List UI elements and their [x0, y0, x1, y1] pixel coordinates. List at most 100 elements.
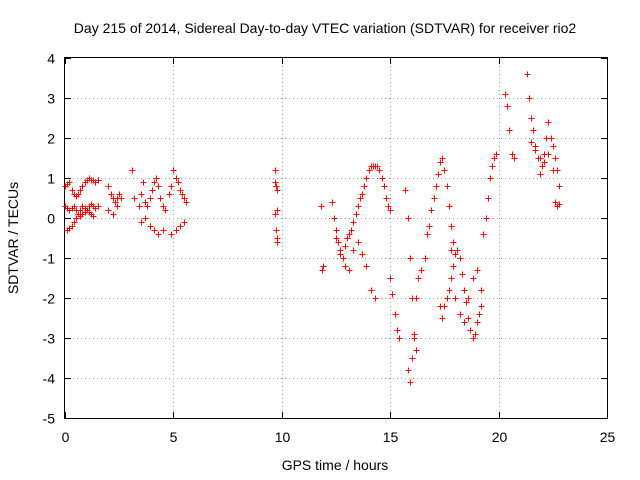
y-tick-labels: -5 -4 -3 -2 -1 0 1 2 3 4 — [43, 51, 56, 427]
data-point — [376, 167, 383, 174]
data-point — [319, 267, 326, 274]
data-point — [273, 227, 280, 234]
data-point — [348, 227, 355, 234]
data-point — [318, 203, 325, 210]
y-axis-label: SDTVAR / TECUs — [5, 182, 21, 294]
data-point — [379, 175, 386, 182]
data-point — [77, 187, 84, 194]
data-point — [405, 215, 412, 222]
data-point — [357, 195, 364, 202]
data-point — [383, 195, 390, 202]
data-point — [110, 211, 117, 218]
data-point — [446, 287, 453, 294]
data-point — [138, 191, 145, 198]
data-point — [140, 179, 147, 186]
data-point — [411, 335, 418, 342]
data-point — [465, 315, 472, 322]
data-point — [428, 207, 435, 214]
data-point — [173, 175, 180, 182]
data-point — [439, 315, 446, 322]
data-point — [363, 263, 370, 270]
data-point — [333, 235, 340, 242]
data-point — [454, 247, 461, 254]
data-point — [272, 179, 279, 186]
data-point — [168, 183, 175, 190]
data-point — [105, 183, 112, 190]
data-point — [350, 247, 357, 254]
data-point — [274, 239, 281, 246]
data-point — [389, 291, 396, 298]
data-point — [75, 191, 82, 198]
data-point — [530, 127, 537, 134]
data-point — [487, 175, 494, 182]
data-point — [90, 213, 97, 220]
data-point — [509, 151, 516, 158]
data-point — [346, 231, 353, 238]
data-point — [179, 191, 186, 198]
data-point — [131, 195, 138, 202]
data-point — [151, 227, 158, 234]
data-point — [155, 183, 162, 190]
data-point — [433, 183, 440, 190]
x-tick-label: 20 — [492, 429, 508, 445]
y-tick-label: 4 — [47, 51, 55, 67]
data-point — [422, 255, 429, 262]
data-point — [274, 207, 281, 214]
data-point — [381, 183, 388, 190]
data-point — [353, 211, 360, 218]
data-point — [274, 187, 281, 194]
data-point — [136, 203, 143, 210]
data-point — [333, 227, 340, 234]
chart-title: Day 215 of 2014, Sidereal Day-to-day VTE… — [74, 20, 577, 36]
data-point — [552, 199, 559, 206]
data-point — [118, 195, 125, 202]
data-point — [396, 335, 403, 342]
data-point — [441, 303, 448, 310]
data-point — [532, 147, 539, 154]
data-point — [424, 231, 431, 238]
data-point — [556, 201, 563, 208]
x-tick-label: 15 — [383, 429, 399, 445]
data-point — [335, 239, 342, 246]
data-point — [452, 295, 459, 302]
data-point — [147, 195, 154, 202]
data-point — [470, 335, 477, 342]
data-point — [66, 179, 73, 186]
data-point — [116, 191, 123, 198]
data-point — [95, 177, 102, 184]
data-point — [537, 155, 544, 162]
data-point — [368, 287, 375, 294]
data-point — [350, 219, 357, 226]
data-point — [511, 155, 518, 162]
data-point — [448, 247, 455, 254]
data-point — [112, 199, 119, 206]
data-point — [173, 227, 180, 234]
data-point — [155, 231, 162, 238]
data-point — [418, 267, 425, 274]
data-point — [142, 215, 149, 222]
x-axis-label: GPS time / hours — [282, 457, 389, 473]
data-point — [545, 119, 552, 126]
data-point — [73, 215, 80, 222]
data-point — [439, 155, 446, 162]
data-point — [444, 295, 451, 302]
data-point — [552, 155, 559, 162]
y-tick-label: -1 — [43, 251, 56, 267]
data-point — [452, 251, 459, 258]
data-point — [363, 175, 370, 182]
data-point — [142, 199, 149, 206]
data-point — [340, 255, 347, 262]
data-point — [437, 159, 444, 166]
data-point — [153, 175, 160, 182]
data-point — [528, 139, 535, 146]
data-point — [129, 167, 136, 174]
data-point — [444, 183, 451, 190]
data-point — [359, 191, 366, 198]
data-point — [457, 311, 464, 318]
data-point — [138, 219, 145, 226]
data-point — [77, 207, 84, 214]
data-point — [539, 163, 546, 170]
data-point — [157, 195, 164, 202]
data-point — [394, 327, 401, 334]
data-point — [450, 263, 457, 270]
